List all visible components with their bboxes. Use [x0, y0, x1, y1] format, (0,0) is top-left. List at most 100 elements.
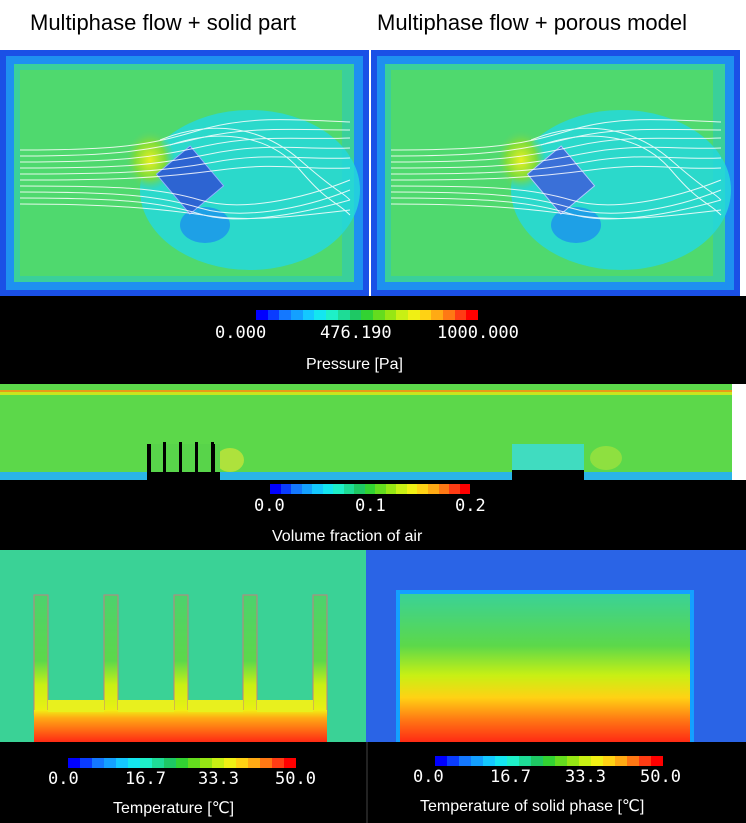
colorbar-swatch — [248, 758, 260, 768]
pressure-label: Pressure [Pa] — [306, 356, 403, 373]
colorbar-swatch — [454, 310, 467, 320]
colorbar-swatch — [301, 484, 313, 494]
colorbar-swatch — [176, 758, 188, 768]
pressure-tick-max: 1000.000 — [437, 323, 519, 343]
title-solid-part: Multiphase flow + solid part — [30, 10, 296, 35]
colorbar-swatch — [333, 484, 344, 494]
colorbar-swatch — [406, 484, 418, 494]
colorbar-swatch — [419, 310, 432, 320]
colorbar-swatch — [92, 758, 104, 768]
temperature-colorbar-left — [68, 758, 296, 768]
colorbar-swatch — [312, 484, 323, 494]
colorbar-swatch — [267, 310, 280, 320]
colorbar-swatch — [603, 756, 615, 766]
volume-fraction-label: Volume fraction of air — [272, 528, 423, 545]
colorbar-swatch — [279, 310, 292, 320]
colorbar-swatch — [396, 310, 408, 320]
temperature-panel-solid — [0, 550, 366, 742]
temperature-right-tick-2: 33.3 — [565, 767, 606, 787]
colorbar-swatch — [495, 756, 507, 766]
colorbar-swatch — [256, 310, 268, 320]
colorbar-swatch — [291, 310, 303, 320]
colorbar-swatch — [471, 756, 483, 766]
temperature-colorbar-right — [435, 756, 663, 766]
temperature-right-label: Temperature of solid phase [℃] — [420, 798, 645, 815]
colorbar-swatch — [555, 756, 567, 766]
colorbar-swatch — [236, 758, 248, 768]
colorbar-swatch — [212, 758, 224, 768]
temperature-legend: 0.0 16.7 33.3 50.0 Temperature [℃] 0.0 1… — [0, 742, 746, 823]
volume-fraction-colorbar — [270, 484, 471, 494]
temperature-left-tick-0: 0.0 — [48, 769, 79, 789]
colorbar-swatch — [483, 756, 495, 766]
colorbar-swatch — [200, 758, 212, 768]
pressure-legend: 0.000 476.190 1000.000 Pressure [Pa] — [0, 296, 746, 384]
colorbar-swatch — [384, 310, 397, 320]
colorbar-swatch — [567, 756, 579, 766]
colorbar-swatch — [326, 310, 338, 320]
colorbar-swatch — [375, 484, 386, 494]
colorbar-swatch — [372, 310, 385, 320]
colorbar-swatch — [314, 310, 327, 320]
colorbar-swatch — [639, 756, 651, 766]
colorbar-swatch — [443, 310, 455, 320]
colorbar-swatch — [615, 756, 627, 766]
pressure-colorbar — [256, 310, 479, 320]
colorbar-swatch — [591, 756, 603, 766]
colorbar-swatch — [164, 758, 176, 768]
colorbar-swatch — [519, 756, 531, 766]
colorbar-swatch — [579, 756, 591, 766]
colorbar-swatch — [651, 756, 663, 766]
colorbar-swatch — [507, 756, 519, 766]
colorbar-swatch — [361, 310, 373, 320]
colorbar-swatch — [270, 484, 281, 494]
pressure-tick-min: 0.000 — [215, 323, 267, 343]
colorbar-swatch — [272, 758, 284, 768]
temperature-right-tick-1: 16.7 — [490, 767, 531, 787]
volume-fraction-panel-solid — [0, 384, 366, 480]
colorbar-swatch — [68, 758, 80, 768]
colorbar-swatch — [438, 484, 450, 494]
colorbar-swatch — [543, 756, 555, 766]
colorbar-swatch — [337, 310, 350, 320]
colorbar-swatch — [466, 310, 479, 320]
colorbar-swatch — [385, 484, 397, 494]
colorbar-swatch — [417, 484, 428, 494]
colorbar-swatch — [349, 310, 362, 320]
colorbar-swatch — [431, 310, 443, 320]
colorbar-swatch — [80, 758, 92, 768]
colorbar-swatch — [188, 758, 200, 768]
legend-divider — [366, 742, 368, 823]
volume-fraction-legend: 0.0 0.1 0.2 Volume fraction of air — [0, 480, 746, 550]
colorbar-swatch — [116, 758, 128, 768]
temperature-left-tick-2: 33.3 — [198, 769, 239, 789]
colorbar-swatch — [427, 484, 439, 494]
volume-fraction-tick-mid: 0.1 — [355, 496, 386, 516]
colorbar-swatch — [260, 758, 272, 768]
colorbar-swatch — [435, 756, 447, 766]
colorbar-swatch — [459, 756, 471, 766]
colorbar-swatch — [280, 484, 292, 494]
colorbar-swatch — [291, 484, 302, 494]
temperature-right-tick-0: 0.0 — [413, 767, 444, 787]
temperature-left-tick-3: 50.0 — [275, 769, 316, 789]
temperature-left-label: Temperature [℃] — [113, 800, 235, 817]
title-porous-model: Multiphase flow + porous model — [377, 10, 687, 35]
colorbar-swatch — [104, 758, 116, 768]
colorbar-swatch — [354, 484, 365, 494]
colorbar-swatch — [284, 758, 296, 768]
temperature-left-tick-1: 16.7 — [125, 769, 166, 789]
colorbar-swatch — [407, 310, 420, 320]
volume-fraction-tick-min: 0.0 — [254, 496, 285, 516]
colorbar-swatch — [459, 484, 471, 494]
colorbar-swatch — [364, 484, 376, 494]
colorbar-swatch — [531, 756, 543, 766]
colorbar-swatch — [224, 758, 236, 768]
pressure-panel-porous — [371, 50, 740, 296]
colorbar-swatch — [140, 758, 152, 768]
pressure-tick-mid: 476.190 — [320, 323, 392, 343]
colorbar-swatch — [343, 484, 355, 494]
colorbar-swatch — [449, 484, 460, 494]
colorbar-swatch — [447, 756, 459, 766]
colorbar-swatch — [128, 758, 140, 768]
